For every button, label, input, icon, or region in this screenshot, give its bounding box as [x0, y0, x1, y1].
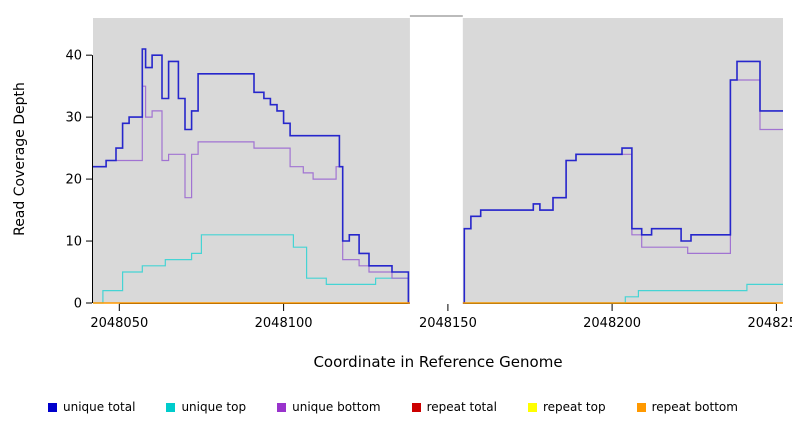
legend-item-repeat-bottom: repeat bottom	[636, 400, 738, 414]
legend-item-unique-bottom: unique bottom	[277, 400, 381, 414]
y-tick-label: 0	[74, 297, 82, 312]
y-tick-label: 30	[65, 111, 82, 126]
x-tick-label: 2048050	[90, 316, 148, 331]
y-tick-label: 20	[65, 173, 82, 188]
chart-legend: unique total unique top unique bottom repea…	[0, 400, 792, 414]
legend-swatch	[48, 402, 57, 412]
y-axis-title: Read Coverage Depth	[12, 82, 28, 236]
legend-item-unique-top: unique top	[166, 400, 246, 414]
x-axis-title: Coordinate in Reference Genome	[313, 353, 563, 371]
legend-label: repeat total	[426, 400, 497, 414]
legend-item-repeat-total: repeat total	[411, 400, 497, 414]
x-tick-label: 2048100	[255, 316, 313, 331]
legend-swatch	[527, 402, 537, 412]
legend-swatch	[277, 402, 287, 412]
legend-label: unique bottom	[292, 400, 381, 414]
legend-label: unique total	[63, 400, 136, 414]
legend-item-unique-total: unique total	[48, 400, 135, 414]
legend-swatch	[411, 402, 421, 412]
legend-item-repeat-top: repeat top	[527, 400, 606, 414]
legend-swatch	[166, 402, 176, 412]
y-tick-label: 40	[65, 49, 82, 64]
x-tick-label: 2048150	[419, 316, 477, 331]
x-tick-label: 2048250	[747, 316, 792, 331]
x-tick-label: 2048200	[583, 316, 641, 331]
legend-label: unique top	[181, 400, 247, 414]
legend-swatch	[636, 402, 646, 412]
legend-label: repeat bottom	[651, 400, 738, 414]
y-tick-label: 10	[65, 235, 82, 250]
legend-label: repeat top	[542, 400, 606, 414]
